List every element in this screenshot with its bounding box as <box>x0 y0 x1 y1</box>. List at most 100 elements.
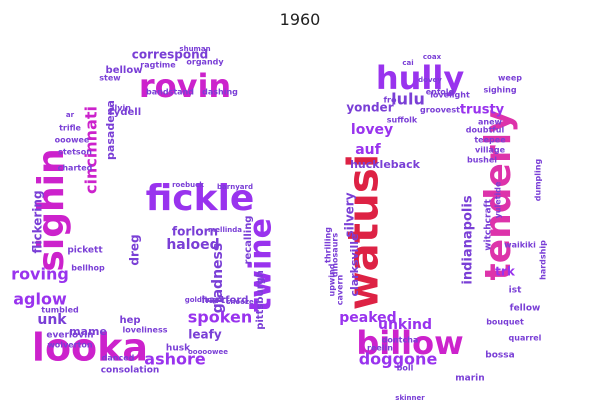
cloud-word: lulu <box>391 90 425 109</box>
cloud-word: quarrel <box>509 334 542 343</box>
cloud-word: barnyard <box>217 183 253 191</box>
cloud-word: hully <box>376 59 465 97</box>
cloud-word: doggone <box>359 350 438 369</box>
cloud-word: unkind <box>378 317 432 333</box>
cloud-word: consolation <box>101 366 160 376</box>
cloud-word: danced <box>102 354 135 363</box>
cloud-word: correspond <box>132 48 208 62</box>
cloud-word: clarksville <box>348 234 361 297</box>
cloud-word: cavern <box>336 274 345 305</box>
cloud-word: ist <box>509 286 522 296</box>
cloud-word: witchcraft <box>484 199 494 251</box>
cloud-word: rydell <box>109 107 141 118</box>
cloud-word: loveliness <box>122 326 167 335</box>
cloud-word: suffolk <box>387 116 418 125</box>
cloud-word: ar <box>66 111 75 119</box>
cloud-word: yonder <box>346 101 393 115</box>
cloud-word: bellow <box>106 65 143 76</box>
cloud-word: peaked <box>339 310 396 326</box>
cloud-word: wolverton <box>47 341 93 350</box>
cloud-word: fellow <box>510 304 541 314</box>
cloud-word: yuletide <box>494 181 503 218</box>
cloud-word: roebuck <box>172 181 204 189</box>
cloud-word: looka <box>32 326 148 370</box>
cloud-word: hardship <box>539 240 548 280</box>
cloud-word: trifle <box>59 124 81 133</box>
cloud-word: alvin <box>109 104 131 113</box>
cloud-word: lovelight <box>430 91 470 100</box>
cloud-word: twine <box>244 218 279 312</box>
cloud-word: boll <box>397 364 414 373</box>
cloud-word: rovin <box>139 67 231 105</box>
cloud-word: waikiki <box>504 241 536 250</box>
cloud-word: charted <box>58 164 93 173</box>
cloud-word: tenderly <box>478 110 519 281</box>
cloud-word: bandstand <box>146 88 194 97</box>
cloud-word: forlorn <box>172 225 218 239</box>
cloud-word: bushel <box>467 156 497 165</box>
cloud-word: gladness <box>210 243 226 313</box>
cloud-word: upwind <box>328 263 337 296</box>
cloud-word: unk <box>37 312 67 328</box>
cloud-word: goldfinger <box>185 296 226 304</box>
cloud-word: weep <box>498 74 522 83</box>
cloud-word: mellinda <box>208 226 242 234</box>
cloud-word: flickering <box>31 190 45 253</box>
cloud-word: dontcha <box>382 336 419 345</box>
cloud-word: coax <box>423 53 442 61</box>
cloud-word: ooooowee <box>188 348 228 356</box>
cloud-word: billow <box>356 324 463 362</box>
cloud-word: anew <box>478 118 503 127</box>
cloud-word: bouquet <box>486 318 524 327</box>
cloud-word: indianapolis <box>461 195 476 284</box>
cloud-word: hep <box>119 315 140 326</box>
cloud-word: lovey <box>351 122 393 138</box>
cloud-word: shuman <box>179 45 210 53</box>
cloud-word: dreg <box>128 234 142 265</box>
cloud-word: snooze <box>226 298 254 306</box>
cloud-word: groovest <box>420 106 460 115</box>
cloud-word: dumpling <box>534 159 543 202</box>
cloud-word: stew <box>99 74 121 83</box>
cloud-word: leafy <box>188 328 222 342</box>
cloud-word: everlovin <box>46 331 93 341</box>
cloud-word: trusty <box>460 103 505 118</box>
cloud-word: ooowee <box>55 136 90 145</box>
cloud-word: pittsburgh <box>255 270 266 330</box>
cloud-word: fro <box>384 96 397 105</box>
cloud-word: auf <box>355 142 381 158</box>
cloud-word: teepee <box>474 136 506 145</box>
cloud-word: thrilling <box>324 227 333 263</box>
cloud-word: hartford <box>202 295 249 306</box>
cloud-word: fickle <box>146 178 255 219</box>
cloud-word: cai <box>402 59 413 67</box>
cloud-word: stetson <box>58 148 92 157</box>
cloud-word: huckleback <box>350 158 421 171</box>
cloud-word: cincinnati <box>82 106 101 194</box>
cloud-word: bossa <box>485 351 514 361</box>
cloud-word: organdy <box>186 58 224 67</box>
cloud-word: sighing <box>483 86 516 95</box>
cloud-word: skinner <box>395 394 425 400</box>
cloud-word: pasadena <box>104 100 117 160</box>
cloud-word: reelin <box>367 344 393 353</box>
cloud-word: doubtful <box>466 126 505 135</box>
cloud-word: ragtime <box>140 61 176 70</box>
cloud-word: enfold <box>426 88 455 97</box>
cloud-word: ashore <box>144 350 206 369</box>
cloud-word: roving <box>11 265 69 284</box>
cloud-word: marin <box>455 374 484 384</box>
cloud-word: tumbled <box>41 306 79 315</box>
cloud-word: dashing <box>202 88 238 97</box>
cloud-word: trk <box>495 265 516 279</box>
cloud-word: haloed <box>166 237 219 253</box>
cloud-word: dinosaurs <box>331 233 340 277</box>
cloud-word: bellhop <box>71 264 105 273</box>
cloud-word: silvery <box>343 192 357 237</box>
cloud-word: mame <box>69 325 107 338</box>
cloud-word: recalling <box>243 216 254 265</box>
cloud-word: village <box>475 146 506 155</box>
cloud-word: watusi <box>339 154 388 311</box>
cloud-word: aglow <box>13 290 67 309</box>
